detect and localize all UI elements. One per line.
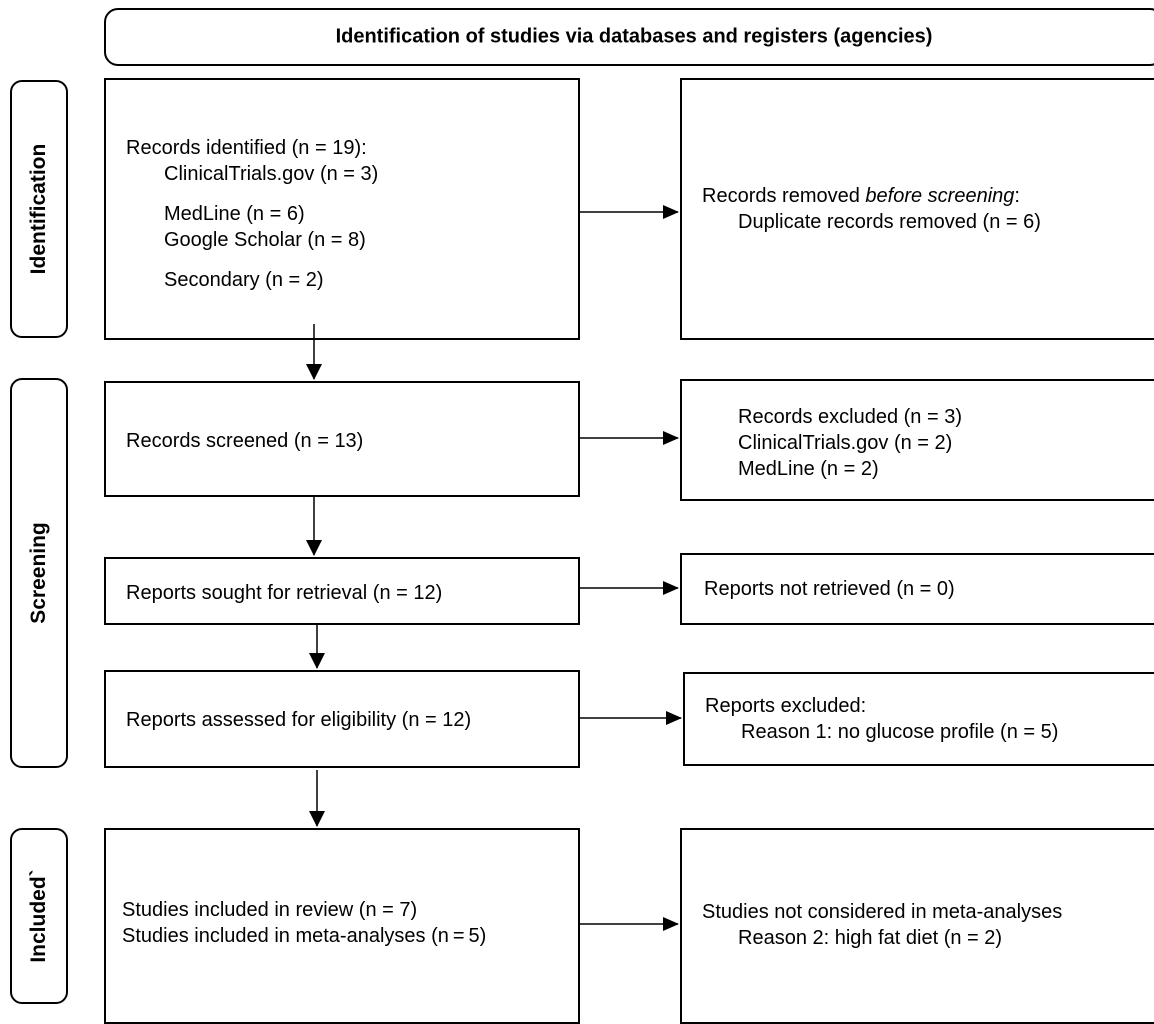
studies-included-review: Studies included in review (n = 7) [122,899,418,921]
reports-excluded-title: Reports excluded: [705,695,867,717]
stage-screening: Screening [10,378,68,768]
records-identified-box: Records identified (n = 19): ClinicalTri… [104,78,580,340]
studies-not-considered-reason2: Reason 2: high fat diet (n = 2) [738,927,1003,949]
records-excluded-title: Records excluded (n = 3) [738,406,963,428]
records-identified-text: Records identified (n = 19): [126,137,367,159]
reports-not-retrieved-text: Reports not retrieved (n = 0) [704,578,955,600]
duplicates-removed-text: Duplicate records removed (n = 6) [738,211,1041,233]
header-box: Identification of studies via databases … [104,8,1154,66]
reports-excluded-box: Reports excluded: Reason 1: no glucose p… [683,672,1154,766]
reports-not-retrieved-box: Reports not retrieved (n = 0) [680,553,1154,625]
records-removed-text: Records removed before screening: [702,184,1020,208]
header-title: Identification of studies via databases … [335,25,933,48]
source-google-scholar: Google Scholar (n = 8) [164,229,366,251]
records-excluded-box: Records excluded (n = 3) ClinicalTrials.… [680,379,1154,501]
studies-included-box: Studies included in review (n = 7) Studi… [104,828,580,1024]
records-removed-suffix: : [1014,185,1020,207]
reports-assessed-box: Reports assessed for eligibility (n = 12… [104,670,580,768]
stage-identification: Identification [10,80,68,338]
records-screened-text: Records screened (n = 13) [126,430,364,452]
reports-sought-box: Reports sought for retrieval (n = 12) [104,557,580,625]
studies-not-considered-box: Studies not considered in meta-analyses … [680,828,1154,1024]
records-screened-box: Records screened (n = 13) [104,381,580,497]
studies-not-considered-text: Studies not considered in meta-analyses [702,901,1063,923]
source-clinicaltrials: ClinicalTrials.gov (n = 3) [164,163,379,185]
source-medline: MedLine (n = 6) [164,203,305,225]
reports-sought-text: Reports sought for retrieval (n = 12) [126,582,443,604]
records-removed-box: Records removed before screening: Duplic… [680,78,1154,340]
stage-included: Included` [10,828,68,1004]
records-excluded-medline: MedLine (n = 2) [738,458,879,480]
source-secondary: Secondary (n = 2) [164,269,324,291]
reports-excluded-reason1: Reason 1: no glucose profile (n = 5) [741,721,1059,743]
records-removed-emphasis: before screening [865,185,1015,207]
reports-assessed-text: Reports assessed for eligibility (n = 12… [126,709,472,731]
studies-included-meta: Studies included in meta-analyses (n = 5… [122,925,487,947]
records-removed-prefix: Records removed [702,185,866,207]
records-excluded-clinicaltrials: ClinicalTrials.gov (n = 2) [738,432,953,454]
